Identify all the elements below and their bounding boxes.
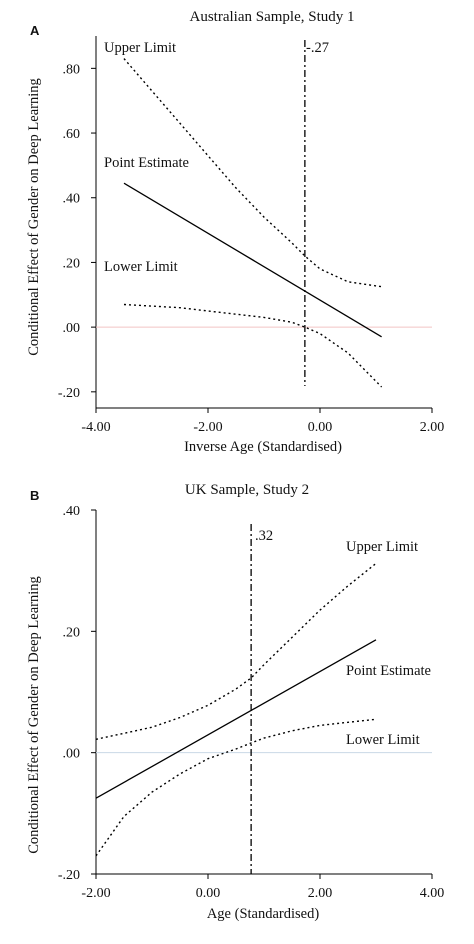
panel-a-y-tick-label: .40 xyxy=(63,192,81,207)
panel-b-x-tick-label: -2.00 xyxy=(81,886,110,901)
panel-a-x-tick-label: 0.00 xyxy=(308,420,333,435)
panel-a-upper-limit-line xyxy=(123,58,382,288)
panel-b-x-axis-label: Age (Standardised) xyxy=(207,906,320,922)
panel-a-x-tick-label: -2.00 xyxy=(193,420,222,435)
panel-a-y-tick-label: .20 xyxy=(63,256,81,271)
panel-b-point-estimate-line xyxy=(95,639,377,799)
panel-b-x-tick-label: 4.00 xyxy=(420,886,445,901)
panel-a-point-estimate-label: Point Estimate xyxy=(104,155,189,171)
panel-b-title: UK Sample, Study 2 xyxy=(185,482,309,498)
panel-b-chart: B UK Sample, Study 2 Conditional Effect … xyxy=(26,482,444,922)
panel-b-letter: B xyxy=(30,488,39,503)
panel-a-y-tick-label: -.20 xyxy=(58,386,80,401)
panel-b-y-axis-label: Conditional Effect of Gender on Deep Lea… xyxy=(26,576,42,854)
panel-a-vline-label: -.27 xyxy=(306,40,329,56)
panel-a-chart: A Australian Sample, Study 1 Conditional… xyxy=(26,9,444,455)
panel-a-x-axis-label: Inverse Age (Standardised) xyxy=(184,439,342,455)
panel-a-x-tick-label: 2.00 xyxy=(420,420,445,435)
panel-a-point-estimate-line xyxy=(123,182,382,338)
panel-a-x-tick-label: -4.00 xyxy=(81,420,110,435)
panel-a-lower-limit-line xyxy=(123,303,383,388)
panel-a-title: Australian Sample, Study 1 xyxy=(190,9,355,25)
panel-a-upper-limit-label: Upper Limit xyxy=(104,40,176,56)
panel-a-letter: A xyxy=(30,23,40,38)
panel-a-y-axis-label: Conditional Effect of Gender on Deep Lea… xyxy=(26,78,42,356)
panel-b-x-tick-label: 2.00 xyxy=(308,886,333,901)
panel-b-y-tick-label: -.20 xyxy=(58,868,80,883)
panel-a-y-tick-label: .80 xyxy=(63,62,81,77)
panel-b-y-tick-label: .40 xyxy=(63,504,81,519)
panel-b-upper-limit-line xyxy=(95,562,377,740)
panel-b-y-tick-label: .00 xyxy=(63,747,81,762)
panel-b-point-estimate-label: Point Estimate xyxy=(346,663,431,679)
panel-b-y-tick-label: .20 xyxy=(63,625,81,640)
panel-a-y-tick-label: .00 xyxy=(63,321,81,336)
panel-a-lower-limit-label: Lower Limit xyxy=(104,259,178,275)
panel-a-y-tick-label: .60 xyxy=(63,127,81,142)
panel-b-lower-limit-line xyxy=(95,718,377,857)
panel-b-x-tick-label: 0.00 xyxy=(196,886,221,901)
panel-b-lower-limit-label: Lower Limit xyxy=(346,732,420,748)
panel-b-vline-label: .32 xyxy=(255,528,273,544)
panel-b-upper-limit-label: Upper Limit xyxy=(346,539,418,555)
